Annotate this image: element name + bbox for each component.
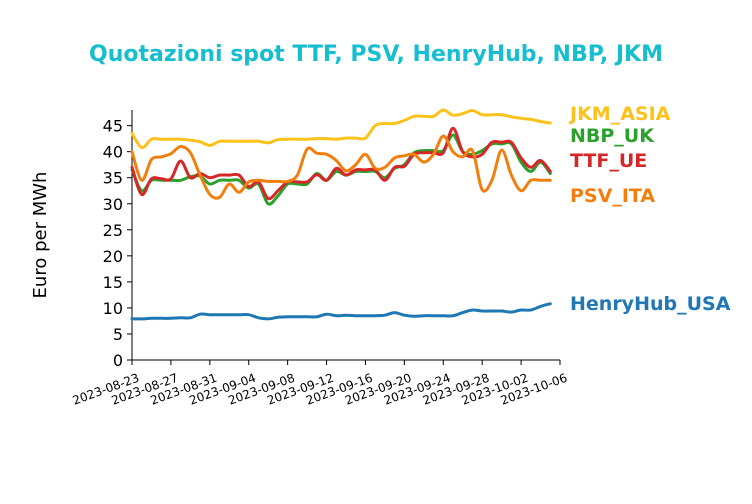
series-label-nbp-uk: NBP_UK <box>570 125 655 147</box>
y-tick-label: 10 <box>103 299 123 318</box>
series-line-psv-ita <box>130 134 552 200</box>
chart-title: Quotazioni spot TTF, PSV, HenryHub, NBP,… <box>89 42 663 67</box>
y-tick-label: 30 <box>103 195 123 214</box>
y-axis-label: Euro per MWh <box>30 172 51 299</box>
series-label-jkm-asia: JKM_ASIA <box>568 103 671 125</box>
y-tick-label: 35 <box>103 169 123 188</box>
y-tick-label: 5 <box>113 325 123 344</box>
y-tick-label: 0 <box>113 351 123 370</box>
y-tick-label: 40 <box>103 143 123 162</box>
series-line-jkm-asia <box>130 108 552 150</box>
y-tick-label: 15 <box>103 273 123 292</box>
series-line-henryhub-usa <box>130 302 552 321</box>
y-tick-label: 45 <box>103 117 123 136</box>
series-label-henryhub-usa: HenryHub_USA <box>570 293 731 315</box>
y-tick-label: 25 <box>103 221 123 240</box>
series-label-ttf-ue: TTF_UE <box>570 150 647 172</box>
y-tick-label: 20 <box>103 247 123 266</box>
series-label-psv-ita: PSV_ITA <box>570 185 655 207</box>
plot-area <box>130 108 552 321</box>
